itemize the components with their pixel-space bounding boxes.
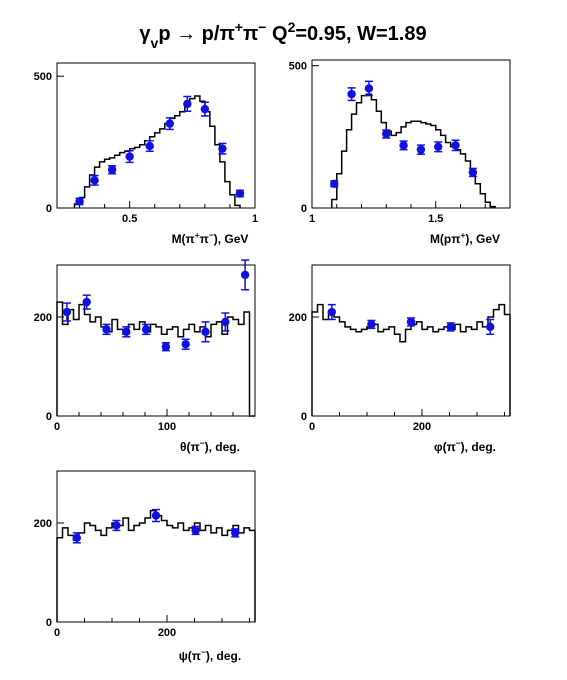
y-tick-label: 0	[46, 617, 52, 629]
data-point	[347, 89, 356, 99]
data-point	[183, 99, 192, 109]
panel-3: 0 100 0 200 θ(π−), deg.	[34, 259, 256, 454]
x-tick-label: 1	[309, 213, 315, 225]
x-tick-label: 0	[54, 627, 60, 639]
data-point	[240, 270, 250, 280]
data-point	[191, 526, 200, 535]
model-histogram	[331, 93, 496, 208]
x-tick-label: 1.5	[428, 213, 443, 225]
data-point	[200, 104, 210, 114]
x-tick-label: 0.5	[122, 213, 137, 225]
data-point	[107, 165, 117, 174]
plot-frame	[56, 470, 256, 623]
x-tick-label: 0	[309, 421, 315, 433]
x-axis-label: θ(π−), deg.	[180, 438, 240, 454]
data-point	[406, 317, 416, 327]
x-axis-label: M(π+π−), GeV	[172, 230, 249, 246]
data-point	[446, 322, 455, 332]
data-point	[165, 119, 174, 128]
figure-title: γvp → p/π+π− Q2=0.95, W=1.89	[139, 19, 426, 51]
data-point	[90, 176, 99, 185]
data-point	[416, 145, 426, 154]
y-tick-label: 500	[289, 61, 307, 73]
y-tick-label: 0	[301, 411, 307, 423]
data-point	[364, 84, 374, 93]
y-tick-label: 0	[46, 203, 52, 215]
data-point	[330, 179, 339, 189]
y-tick-label: 200	[34, 518, 52, 530]
data-point	[367, 320, 376, 329]
x-tick-label: 100	[158, 421, 176, 433]
x-tick-label: 200	[413, 421, 431, 433]
x-axis-label: M(pπ+), GeV	[430, 230, 500, 246]
data-point	[102, 325, 111, 334]
model-histogram	[311, 303, 511, 416]
data-point	[218, 144, 227, 153]
y-tick-label: 200	[34, 312, 52, 324]
y-tick-label: 200	[289, 312, 307, 324]
data-point	[486, 322, 495, 332]
panel-1: 0.5 1 0 500 M(π+π−), GeV	[34, 62, 258, 246]
data-point	[382, 129, 391, 139]
data-point	[141, 325, 151, 334]
data-point	[125, 152, 134, 161]
data-point	[434, 142, 443, 152]
data-point	[201, 327, 210, 337]
x-axis-label: ψ(π−), deg.	[179, 647, 241, 663]
data-point	[181, 340, 190, 349]
plot-frame	[56, 62, 256, 209]
plot-frame	[311, 264, 511, 417]
y-tick-label: 0	[46, 411, 52, 423]
x-axis-label: φ(π−), deg.	[434, 438, 496, 454]
x-tick-label: 200	[158, 627, 176, 639]
x-tick-label: 1	[252, 213, 258, 225]
model-histogram	[73, 95, 241, 208]
y-tick-label: 0	[301, 203, 307, 215]
data-point	[221, 317, 230, 327]
plot-frame	[56, 264, 256, 417]
y-tick-label: 500	[34, 71, 52, 83]
x-tick-label: 0	[54, 421, 60, 433]
data-point	[235, 189, 245, 198]
data-point	[62, 307, 72, 317]
data-point	[122, 327, 131, 337]
panel-2: 1 1.5 0 500 M(pπ+), GeV	[289, 59, 511, 246]
data-point	[399, 141, 408, 150]
data-point	[75, 197, 84, 206]
data-point	[82, 297, 91, 307]
data-point	[231, 528, 240, 538]
data-point	[112, 521, 121, 530]
data-point	[327, 307, 336, 317]
data-point	[161, 342, 171, 351]
data-point	[151, 511, 161, 520]
data-point	[145, 141, 154, 151]
data-point	[72, 533, 82, 543]
data-point	[468, 168, 478, 177]
data-point	[451, 141, 460, 150]
model-histogram	[56, 509, 256, 622]
